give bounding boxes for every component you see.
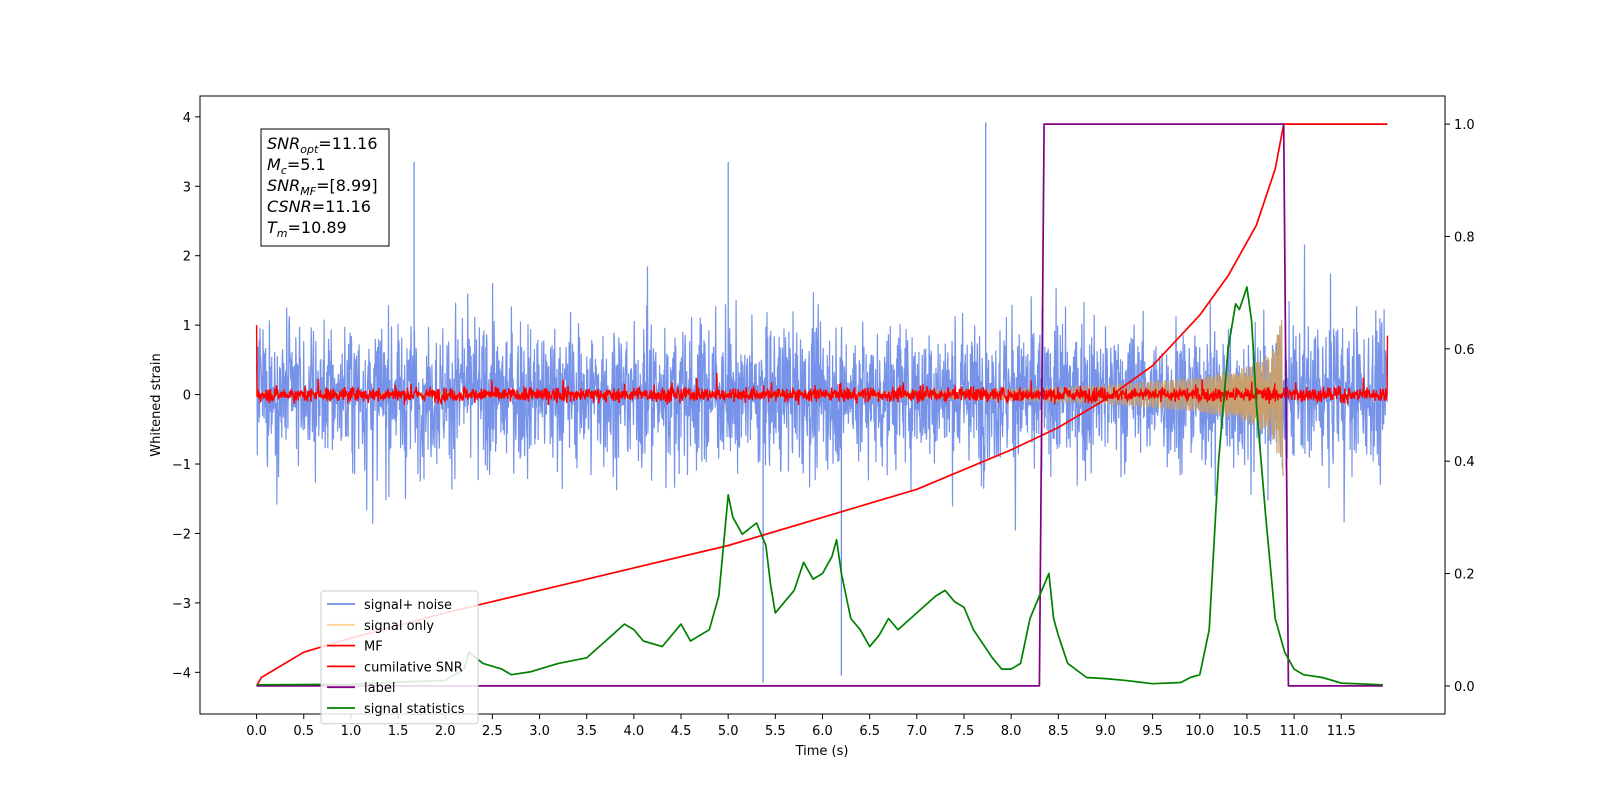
legend-label: signal+ noise [364,598,452,613]
y-tick-label: 3 [183,180,191,195]
x-tick-label: 5.0 [718,724,739,739]
x-tick-label: 0.0 [246,724,267,739]
x-tick-label: 8.0 [1001,724,1022,739]
y-tick-label: 1 [183,319,191,334]
legend-label: signal only [364,619,434,634]
x-tick-label: 2.0 [435,724,456,739]
x-tick-label: 3.0 [529,724,550,739]
x-tick-label: 11.0 [1280,724,1309,739]
info-line: SNRMF=[8.99] [267,176,378,198]
info-line: Mc=5.1 [267,155,326,177]
info-box: SNRopt=11.16Mc=5.1SNRMF=[8.99]CSNR=11.16… [261,129,389,246]
info-line: CSNR=11.16 [267,197,371,216]
y-tick-label: −2 [172,527,191,542]
legend-label: cumilative SNR [364,660,463,675]
x-tick-label: 11.5 [1327,724,1356,739]
x-axis-label: Time (s) [795,744,849,759]
y-tick-label: −1 [172,458,191,473]
x-tick-label: 7.5 [954,724,975,739]
y-tick-label: −4 [172,666,191,681]
y2-tick-label: 0.8 [1454,230,1475,245]
x-tick-label: 0.5 [293,724,314,739]
legend-label: label [364,681,395,696]
x-tick-label: 10.0 [1185,724,1214,739]
x-tick-label: 3.5 [576,724,597,739]
y-tick-label: 0 [183,389,191,404]
y-tick-label: 2 [183,250,191,265]
y2-tick-label: 0.4 [1454,455,1475,470]
y2-tick-label: 0.0 [1454,680,1475,695]
x-tick-label: 6.0 [812,724,833,739]
y2-tick-label: 1.0 [1454,118,1475,133]
info-line: SNRopt=11.16 [267,134,378,156]
y-axis-label: Whitened strain [149,353,164,456]
x-tick-label: 4.5 [671,724,692,739]
x-tick-label: 9.5 [1142,724,1163,739]
x-tick-label: 9.0 [1095,724,1116,739]
legend: signal+ noise signal only MF cumilative SNR… [321,591,478,724]
x-tick-label: 10.5 [1232,724,1261,739]
x-tick-label: 8.5 [1048,724,1069,739]
y-tick-label: 4 [183,111,191,126]
legend-label: signal statistics [364,702,465,717]
x-tick-label: 7.0 [906,724,927,739]
x-tick-label: 4.0 [624,724,645,739]
x-tick-label: 2.5 [482,724,503,739]
x-tick-label: 1.0 [341,724,362,739]
y2-tick-label: 0.2 [1454,568,1475,583]
y-tick-label: −3 [172,597,191,612]
x-tick-label: 1.5 [388,724,409,739]
x-tick-label: 6.5 [859,724,880,739]
legend-label: MF [364,640,383,655]
x-tick-label: 5.5 [765,724,786,739]
y2-tick-label: 0.6 [1454,343,1475,358]
